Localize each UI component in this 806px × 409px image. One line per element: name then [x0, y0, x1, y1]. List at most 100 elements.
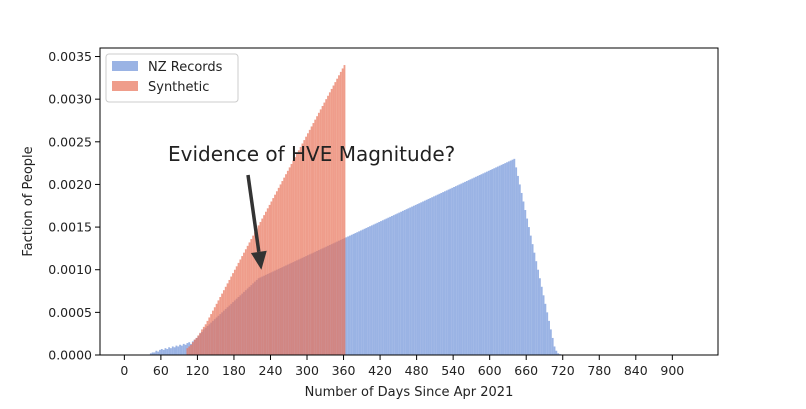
nz-records-bar — [159, 349, 161, 355]
nz-records-bar — [544, 303, 547, 355]
y-tick-label: 0.0025 — [48, 134, 92, 149]
nz-records-bar — [358, 231, 360, 355]
synthetic-bar — [343, 65, 346, 355]
nz-records-bar — [416, 204, 419, 355]
nz-records-bar — [391, 216, 393, 355]
nz-records-bar — [475, 176, 477, 355]
nz-records-bar — [498, 165, 501, 355]
nz-records-bar — [420, 202, 423, 355]
nz-records-bar — [445, 190, 448, 355]
nz-records-bar — [177, 346, 180, 355]
nz-records-bar — [509, 160, 512, 355]
nz-records-bar — [487, 170, 490, 355]
nz-records-bar — [515, 167, 518, 355]
nz-records-bar — [361, 229, 364, 355]
nz-records-bar — [522, 201, 525, 355]
nz-records-bar — [502, 163, 505, 355]
nz-records-bar — [469, 179, 472, 355]
synthetic-bar — [201, 329, 203, 355]
synthetic-bar — [221, 293, 223, 355]
nz-records-bar — [422, 201, 424, 355]
synthetic-bar — [244, 249, 247, 355]
synthetic-bar — [288, 167, 291, 355]
synthetic-bar — [252, 235, 255, 355]
x-tick-label: 780 — [587, 363, 611, 378]
synthetic-bar — [219, 297, 222, 355]
synthetic-bar — [237, 262, 240, 355]
nz-records-bar — [182, 343, 185, 355]
nz-records-bar — [418, 203, 421, 355]
nz-records-bar — [412, 205, 415, 355]
synthetic-bar — [233, 269, 236, 355]
legend-swatch-synthetic — [112, 81, 138, 91]
plot-frame — [99, 47, 719, 356]
x-tick-label: 660 — [514, 363, 538, 378]
synthetic-bar — [261, 218, 264, 355]
synthetic-bar — [272, 198, 275, 355]
nz-records-bar — [462, 182, 465, 355]
nz-records-bar — [409, 207, 412, 355]
synthetic-bar — [297, 150, 300, 355]
nz-records-bar — [482, 173, 485, 355]
synthetic-bar — [275, 191, 278, 355]
synthetic-bar — [314, 119, 317, 355]
nz-records-bar — [347, 236, 350, 355]
nz-records-bar — [400, 211, 402, 355]
nz-records-bar — [473, 177, 476, 355]
synthetic-bar — [217, 300, 220, 355]
nz-records-bar — [162, 349, 165, 355]
x-tick-label: 240 — [259, 363, 283, 378]
nz-records-bar — [402, 210, 404, 355]
nz-records-bar — [517, 175, 519, 355]
synthetic-bar — [325, 99, 328, 355]
synthetic-bar — [226, 283, 229, 355]
synthetic-bar — [248, 242, 251, 355]
nz-records-bar — [359, 230, 362, 355]
nz-records-bar — [365, 227, 368, 355]
x-tick-label: 480 — [405, 363, 429, 378]
x-tick-label: 60 — [153, 363, 169, 378]
nz-records-bar — [376, 222, 379, 355]
nz-records-bar — [433, 196, 435, 355]
nz-records-bar — [381, 220, 384, 355]
nz-records-bar — [542, 295, 545, 355]
nz-records-bar — [518, 184, 521, 355]
synthetic-bar — [334, 82, 337, 356]
nz-records-bar — [370, 225, 373, 355]
synthetic-bar — [319, 109, 322, 356]
nz-records-bar — [456, 185, 459, 355]
nz-records-bar — [557, 353, 560, 355]
nz-records-bar — [458, 184, 461, 355]
synthetic-bar — [338, 75, 340, 355]
x-tick-label: 900 — [660, 363, 684, 378]
x-axis-label: Number of Days Since Apr 2021 — [305, 385, 514, 400]
synthetic-bar — [186, 348, 189, 355]
synthetic-bar — [328, 92, 331, 355]
synthetic-bar — [323, 102, 326, 355]
nz-records-bar — [526, 218, 529, 355]
nz-records-bar — [444, 191, 446, 355]
synthetic-bar — [321, 105, 324, 356]
nz-records-bar — [438, 193, 441, 355]
nz-records-bar — [506, 162, 508, 355]
nz-records-bar — [496, 166, 499, 355]
nz-records-bar — [352, 233, 355, 355]
synthetic-bar — [241, 256, 244, 355]
nz-records-bar — [149, 353, 152, 355]
synthetic-bar — [274, 194, 276, 355]
synthetic-bar — [307, 133, 309, 355]
nz-records-bar — [392, 215, 395, 355]
nz-records-bar — [535, 261, 538, 355]
nz-records-bar — [405, 209, 408, 355]
nz-records-bar — [155, 350, 158, 355]
nz-records-bar — [549, 329, 552, 355]
synthetic-bar — [299, 146, 302, 355]
synthetic-bar — [195, 337, 198, 355]
nz-records-bar — [511, 159, 514, 355]
nz-records-bar — [160, 349, 163, 355]
nz-records-bar — [383, 219, 386, 355]
nz-records-bar — [173, 347, 176, 355]
synthetic-bar — [246, 245, 249, 355]
nz-records-bar — [349, 235, 351, 355]
